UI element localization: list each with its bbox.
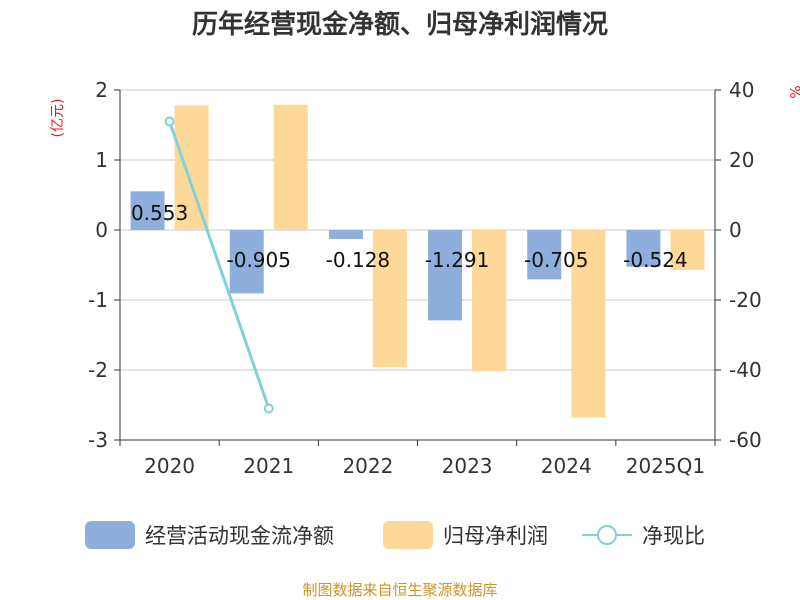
ratio-point xyxy=(263,403,274,414)
netprofit-bar-2021 xyxy=(273,104,308,230)
axes: 2 1 0 -1 -2 -3 40 20 0 -20 -40 -60 2020 2021 2022 2023 2… xyxy=(88,78,762,478)
left-tick-label: -3 xyxy=(88,428,108,452)
cashflow-bar-2020 xyxy=(130,191,165,230)
x-tick-label: 2020 xyxy=(144,454,195,478)
netprofit-bar-2022 xyxy=(372,230,407,368)
cashflow-bar-2021 xyxy=(229,230,264,294)
legend-marker xyxy=(597,525,617,545)
legend-label: 归母净利润 xyxy=(443,524,548,548)
x-tick-label: 2022 xyxy=(342,454,393,478)
legend-label: 净现比 xyxy=(642,524,705,548)
x-tick-label: 2023 xyxy=(442,454,493,478)
cashflow-data-label: -0.524 xyxy=(623,248,687,272)
legend-swatch xyxy=(383,521,433,549)
cashflow-bar-2023 xyxy=(428,230,463,321)
right-tick-label: -60 xyxy=(729,428,762,452)
cashflow-data-label: 0.553 xyxy=(131,201,188,225)
right-tick-label: -40 xyxy=(729,358,762,382)
data-labels: 0.553 -0.905 -0.128 -1.291 -0.705 -0.524 xyxy=(131,201,688,272)
cashflow-bar-2024 xyxy=(527,230,562,280)
legend-swatch xyxy=(85,521,135,549)
netprofit-bar-2024 xyxy=(571,230,606,418)
cashflow-bar-2025Q1 xyxy=(626,230,661,267)
cashflow-data-label: -0.905 xyxy=(227,248,291,272)
netprofit-bar-2025Q1 xyxy=(670,230,705,270)
right-tick-label: 0 xyxy=(729,218,742,242)
cashflow-data-label: -0.128 xyxy=(326,248,390,272)
chart-title: 历年经营现金净额、归母净利润情况 xyxy=(192,9,608,40)
left-tick-label: -2 xyxy=(88,358,108,382)
left-tick-label: 1 xyxy=(95,148,108,172)
ratio-point xyxy=(164,116,175,127)
left-tick-label: 2 xyxy=(95,78,108,102)
right-tick-label: -20 xyxy=(729,288,762,312)
left-tick-label: 0 xyxy=(95,218,108,242)
cashflow-data-label: -1.291 xyxy=(425,248,489,272)
x-tick-label: 2024 xyxy=(541,454,592,478)
left-tick-label: -1 xyxy=(88,288,108,312)
right-tick-label: 40 xyxy=(729,78,754,102)
ratio-line-path xyxy=(168,121,271,409)
x-tick-label: 2025Q1 xyxy=(626,454,705,478)
legend-label: 经营活动现金流净额 xyxy=(145,524,334,548)
legend: 经营活动现金流净额 归母净利润 净现比 xyxy=(85,521,705,549)
source-note: 制图数据来自恒生聚源数据库 xyxy=(302,581,497,599)
bars xyxy=(130,104,705,418)
netprofit-bar-2020 xyxy=(174,105,209,230)
right-axis-unit: % xyxy=(786,85,800,98)
cashflow-data-label: -0.705 xyxy=(524,248,588,272)
x-tick-label: 2021 xyxy=(243,454,294,478)
netprofit-bar-2023 xyxy=(472,230,507,372)
cashflow-bar-2022 xyxy=(328,230,363,239)
left-axis-unit: (亿元) xyxy=(50,99,66,138)
ratio-line xyxy=(164,116,274,414)
right-tick-label: 20 xyxy=(729,148,754,172)
